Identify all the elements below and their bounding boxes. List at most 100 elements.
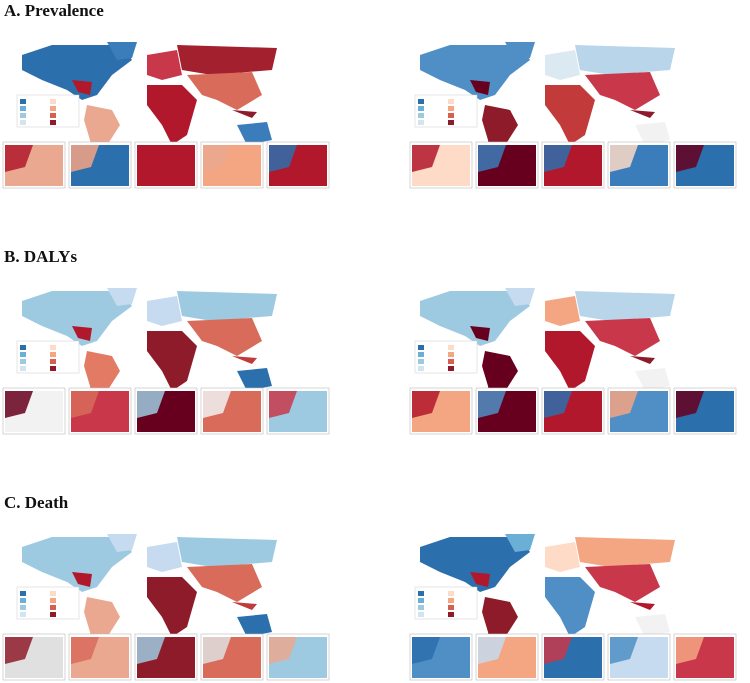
legend-box xyxy=(414,94,478,128)
inset-map xyxy=(475,141,539,189)
inset-region xyxy=(71,637,99,664)
panel: C. Death xyxy=(2,493,737,681)
legend-swatch xyxy=(448,106,454,111)
legend-swatch xyxy=(448,352,454,357)
legend-swatch xyxy=(418,598,424,603)
legend-swatch xyxy=(50,120,56,125)
inset-map xyxy=(134,387,198,435)
legend-swatch xyxy=(448,359,454,364)
inset-region xyxy=(610,391,638,418)
legend-swatch xyxy=(448,612,454,617)
legend xyxy=(414,340,478,374)
inset-map xyxy=(607,141,671,189)
legend-swatch xyxy=(20,106,26,111)
inset-region xyxy=(71,145,99,172)
world-map xyxy=(414,42,675,168)
legend-swatch xyxy=(50,605,56,610)
inset-map xyxy=(68,387,132,435)
legend-swatch xyxy=(20,113,26,118)
legend-swatch xyxy=(448,591,454,596)
inset-region xyxy=(203,145,231,172)
inset-region xyxy=(544,391,572,418)
inset-map xyxy=(200,633,264,681)
legend xyxy=(16,340,80,374)
legend-swatch xyxy=(50,106,56,111)
legend-swatch xyxy=(20,120,26,125)
panel-title: C. Death xyxy=(4,493,69,512)
legend-swatch xyxy=(448,99,454,104)
legend xyxy=(414,94,478,128)
inset-map xyxy=(2,633,66,681)
legend-swatch xyxy=(448,605,454,610)
legend-swatch xyxy=(418,591,424,596)
inset-map xyxy=(68,141,132,189)
panel-title: B. DALYs xyxy=(4,247,77,266)
inset-map xyxy=(475,633,539,681)
legend xyxy=(414,586,478,620)
inset-map xyxy=(475,387,539,435)
inset-region xyxy=(412,637,440,664)
world-map xyxy=(16,534,277,660)
legend-swatch xyxy=(448,345,454,350)
legend xyxy=(16,94,80,128)
inset-region xyxy=(478,391,506,418)
inset-map xyxy=(607,633,671,681)
inset-map xyxy=(266,387,330,435)
world-map xyxy=(414,534,675,660)
legend-swatch xyxy=(418,120,424,125)
legend-swatch xyxy=(20,591,26,596)
legend-swatch xyxy=(418,352,424,357)
legend-swatch xyxy=(50,352,56,357)
inset-map xyxy=(200,387,264,435)
inset-region xyxy=(478,145,506,172)
legend-box xyxy=(16,340,80,374)
inset-region xyxy=(5,391,33,418)
inset-region xyxy=(137,391,165,418)
legend-swatch xyxy=(418,345,424,350)
legend-swatch xyxy=(20,366,26,371)
legend-swatch xyxy=(20,99,26,104)
panel-title: A. Prevalence xyxy=(4,1,104,20)
inset-region xyxy=(137,145,165,172)
inset-region xyxy=(269,391,297,418)
legend xyxy=(16,586,80,620)
legend-swatch xyxy=(20,359,26,364)
inset-region xyxy=(71,391,99,418)
inset-region xyxy=(412,145,440,172)
inset-map xyxy=(68,633,132,681)
inset-map xyxy=(541,141,605,189)
legend-swatch xyxy=(418,612,424,617)
legend-swatch xyxy=(20,598,26,603)
panel: A. Prevalence xyxy=(2,1,737,189)
inset-map xyxy=(541,633,605,681)
legend-swatch xyxy=(50,612,56,617)
inset-region xyxy=(203,391,231,418)
world-map xyxy=(16,42,277,168)
inset-region xyxy=(676,391,704,418)
legend-swatch xyxy=(448,120,454,125)
inset-region xyxy=(610,637,638,664)
legend-box xyxy=(16,94,80,128)
legend-swatch xyxy=(20,352,26,357)
inset-region xyxy=(610,145,638,172)
legend-swatch xyxy=(20,612,26,617)
legend-swatch xyxy=(418,359,424,364)
legend-swatch xyxy=(448,113,454,118)
legend-swatch xyxy=(448,598,454,603)
legend-swatch xyxy=(50,113,56,118)
inset-region xyxy=(676,145,704,172)
inset-map xyxy=(541,387,605,435)
inset-map xyxy=(200,141,264,189)
inset-region xyxy=(203,637,231,664)
inset-region xyxy=(5,145,33,172)
inset-map xyxy=(266,633,330,681)
world-map xyxy=(16,288,277,414)
inset-map xyxy=(673,387,737,435)
inset-region xyxy=(137,637,165,664)
legend-swatch xyxy=(50,598,56,603)
world-map xyxy=(414,288,675,414)
inset-map xyxy=(409,633,473,681)
inset-region xyxy=(544,637,572,664)
inset-map xyxy=(134,633,198,681)
